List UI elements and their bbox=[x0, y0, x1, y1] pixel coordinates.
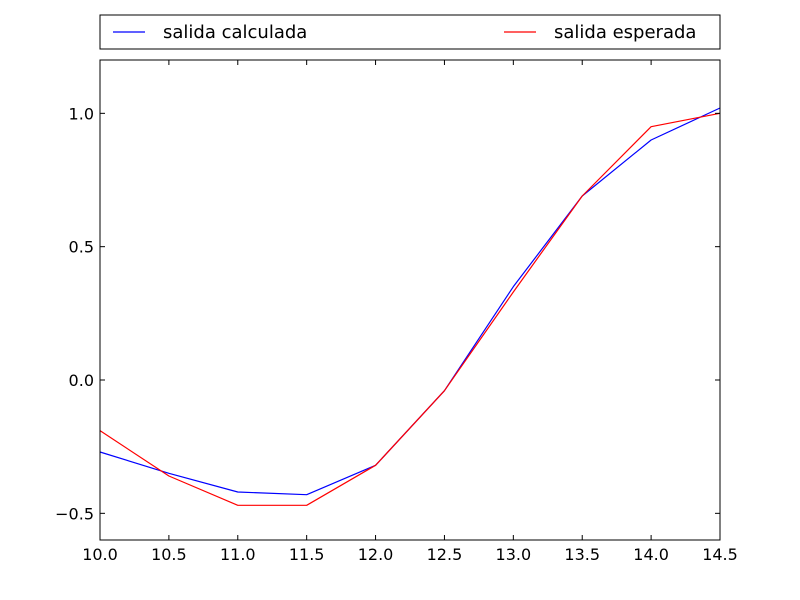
legend-label-salida-calculada: salida calculada bbox=[163, 22, 307, 43]
x-tick-label: 10.5 bbox=[151, 545, 187, 564]
y-tick-label: −0.5 bbox=[55, 504, 94, 523]
x-axis-tick-labels: 10.0 10.5 11.0 11.5 12.0 12.5 13.0 13.5 14.0 14.5 bbox=[82, 545, 738, 564]
legend-label-salida-esperada: salida esperada bbox=[554, 22, 696, 43]
y-tick-label: 0.0 bbox=[69, 371, 94, 390]
axis-ticks bbox=[99, 60, 721, 540]
series-line-salida-esperada bbox=[99, 112, 721, 506]
legend-frame bbox=[99, 14, 721, 50]
x-tick-label: 12.0 bbox=[358, 545, 394, 564]
series-line-salida-calculada bbox=[99, 107, 721, 496]
x-tick-label: 14.0 bbox=[633, 545, 669, 564]
y-tick-label: 0.5 bbox=[69, 238, 94, 257]
x-tick-label: 13.5 bbox=[564, 545, 600, 564]
x-tick-label: 11.5 bbox=[289, 545, 325, 564]
x-tick-label: 13.0 bbox=[496, 545, 532, 564]
legend: salida calculada salida esperada bbox=[99, 14, 721, 50]
x-tick-label: 14.5 bbox=[702, 545, 738, 564]
x-tick-label: 12.5 bbox=[427, 545, 463, 564]
x-tick-label: 10.0 bbox=[82, 545, 118, 564]
plot-lines bbox=[99, 107, 721, 506]
plot-area-frame bbox=[99, 59, 721, 541]
y-tick-label: 1.0 bbox=[69, 104, 94, 123]
x-tick-label: 11.0 bbox=[220, 545, 256, 564]
y-axis-tick-labels: −0.5 0.0 0.5 1.0 bbox=[55, 104, 94, 523]
